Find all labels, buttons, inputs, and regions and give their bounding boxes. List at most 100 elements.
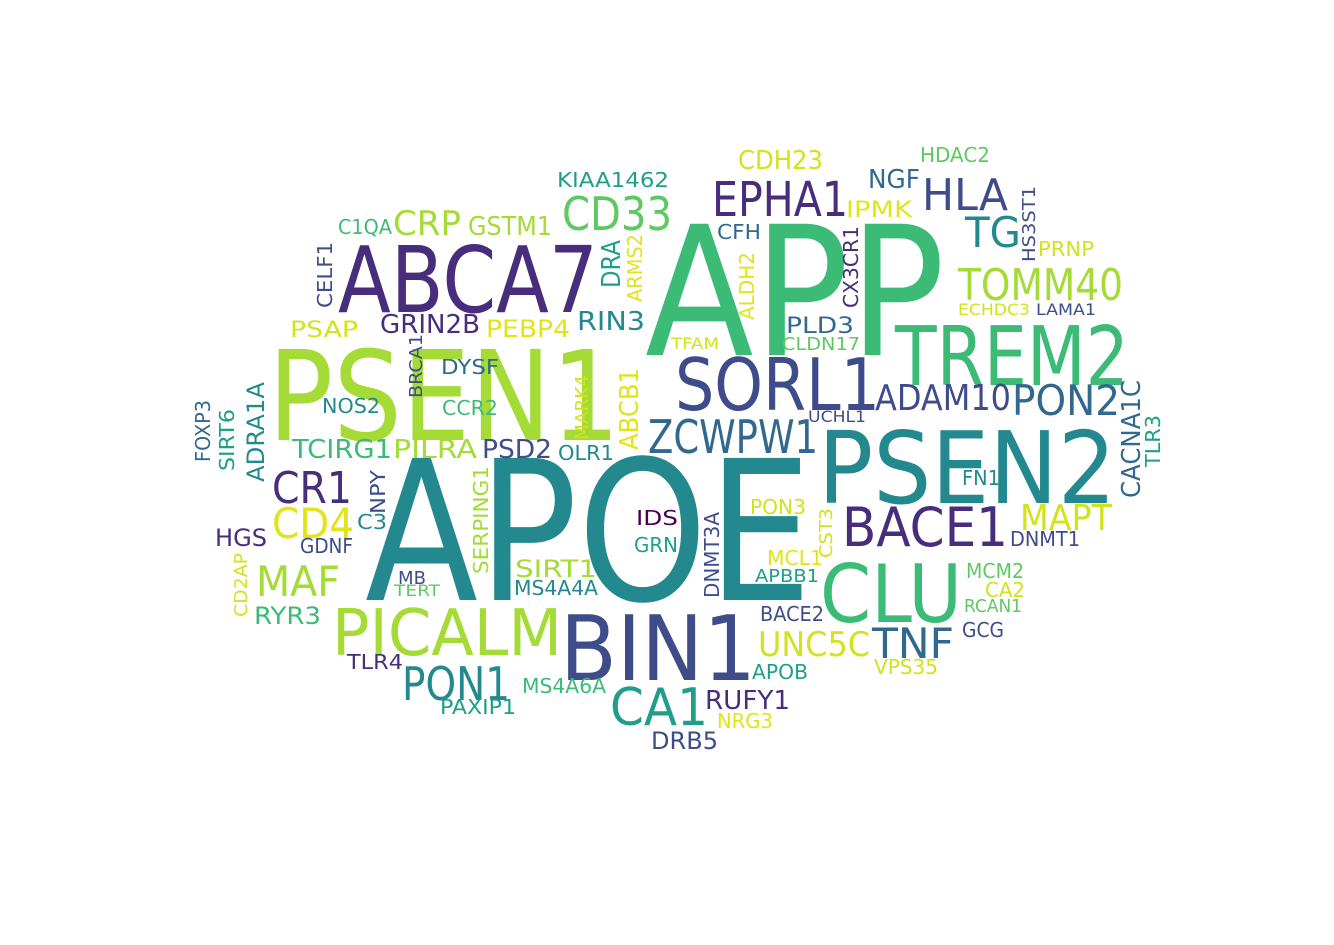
- word-mcm2: MCM2: [966, 559, 1024, 583]
- word-picalm: PICALM: [332, 597, 562, 671]
- word-sirt1: SIRT1: [515, 555, 597, 583]
- word-app: APP: [645, 189, 945, 398]
- word-prnp: PRNP: [1038, 237, 1094, 261]
- word-cr1: CR1: [272, 463, 352, 514]
- word-bace1: BACE1: [842, 496, 1008, 559]
- word-cd2ap: CD2AP: [231, 553, 252, 617]
- word-nrg3: NRG3: [717, 709, 773, 733]
- word-psen1: PSEN1: [268, 325, 620, 470]
- word-olr1: OLR1: [558, 441, 614, 465]
- word-dnmt1: DNMT1: [1010, 527, 1080, 551]
- word-cdh23: CDH23: [738, 146, 823, 176]
- word-apoe: APOE: [365, 419, 812, 646]
- word-ipmk: IPMK: [846, 198, 913, 223]
- word-clu: CLU: [820, 548, 962, 641]
- word-pld3: PLD3: [786, 314, 854, 339]
- word-pon2: PON2: [1012, 376, 1120, 425]
- word-tnf: TNF: [871, 619, 954, 668]
- word-ryr3: RYR3: [254, 602, 321, 630]
- word-hdac2: HDAC2: [920, 143, 990, 167]
- word-pon3: PON3: [750, 495, 806, 519]
- word-tfam: TFAM: [670, 334, 719, 353]
- word-grn: GRN: [634, 533, 678, 557]
- word-npy: NPY: [366, 469, 390, 514]
- word-paxip1: PAXIP1: [440, 695, 516, 719]
- word-ms4a6a: MS4A6A: [522, 674, 606, 698]
- word-tlr3: TLR3: [1141, 415, 1165, 468]
- word-serping1: SERPING1: [469, 466, 493, 574]
- word-apbb1: APBB1: [755, 566, 819, 587]
- word-lama1: LAMA1: [1036, 300, 1096, 319]
- word-c3: C3: [357, 510, 387, 534]
- word-dra: DRA: [597, 240, 627, 288]
- word-celf1: CELF1: [313, 242, 337, 308]
- word-fn1: FN1: [962, 466, 1000, 490]
- word-grin2b: GRIN2B: [380, 310, 480, 340]
- word-maf: MAF: [256, 557, 340, 606]
- word-arms2: ARMS2: [623, 234, 647, 302]
- word-echdc3: ECHDC3: [958, 300, 1030, 319]
- word-zcwpw1: ZCWPW1: [648, 410, 818, 464]
- word-mb: MB: [398, 568, 426, 589]
- word-ca1: CA1: [610, 678, 708, 738]
- word-tert: TERT: [393, 581, 440, 600]
- word-hgs: HGS: [215, 524, 267, 552]
- word-cd33: CD33: [562, 187, 672, 241]
- word-psap: PSAP: [290, 318, 358, 343]
- word-ccr2: CCR2: [442, 396, 498, 420]
- word-crp: CRP: [393, 204, 461, 244]
- word-aldh2: ALDH2: [735, 252, 759, 320]
- word-trem2: TREM2: [894, 310, 1129, 405]
- word-drb5: DRB5: [651, 727, 718, 755]
- word-nos2: NOS2: [322, 394, 380, 418]
- word-foxp3: FOXP3: [191, 400, 215, 462]
- word-cst3: CST3: [816, 508, 837, 558]
- word-brca1: BRCA1: [406, 334, 427, 398]
- word-mcl1: MCL1: [767, 546, 823, 570]
- word-adra1a: ADRA1A: [242, 381, 270, 482]
- word-adam10: ADAM10: [875, 378, 1011, 419]
- word-gcg: GCG: [962, 618, 1004, 642]
- word-tlr4: TLR4: [346, 650, 403, 674]
- word-pon1: PON1: [402, 657, 510, 711]
- word-mapt: MAPT: [1020, 498, 1113, 539]
- word-uchl1: UCHL1: [808, 407, 866, 426]
- word-cldn17: CLDN17: [782, 334, 860, 355]
- word-tomm40: TOMM40: [957, 260, 1123, 311]
- word-epha1: EPHA1: [712, 172, 848, 228]
- word-unc5c: UNC5C: [758, 625, 870, 665]
- word-sirt6: SIRT6: [215, 409, 239, 471]
- word-pebp4: PEBP4: [486, 315, 570, 343]
- word-cacna1c: CACNA1C: [1117, 380, 1147, 498]
- word-hs3st1: HS3ST1: [1019, 186, 1040, 262]
- word-ngf: NGF: [868, 165, 920, 195]
- word-sorl1: SORL1: [675, 343, 880, 427]
- word-cx3cr1: CX3CR1: [839, 226, 863, 308]
- word-mark4: MARK4: [572, 375, 593, 440]
- word-gstm1: GSTM1: [468, 212, 552, 242]
- word-vps35: VPS35: [874, 655, 938, 679]
- word-psen2: PSEN2: [818, 410, 1116, 527]
- word-gdnf: GDNF: [300, 534, 353, 558]
- word-ca2: CA2: [985, 578, 1025, 602]
- word-abca7: ABCA7: [338, 227, 598, 334]
- word-ids: IDS: [636, 506, 678, 530]
- word-hla: HLA: [922, 170, 1008, 221]
- word-rin3: RIN3: [577, 307, 645, 337]
- word-bin1: BIN1: [560, 597, 756, 702]
- word-kiaa1462: KIAA1462: [557, 168, 669, 192]
- word-pilra: PILRA: [393, 435, 477, 465]
- word-cd4: CD4: [272, 499, 354, 548]
- word-cfh: CFH: [717, 220, 761, 244]
- word-rcan1: RCAN1: [964, 596, 1022, 617]
- word-dysf: DYSF: [441, 355, 499, 379]
- word-c1qa: C1QA: [338, 215, 392, 239]
- word-tcirg1: TCIRG1: [291, 435, 392, 465]
- word-ms4a4a: MS4A4A: [514, 576, 598, 600]
- word-rufy1: RUFY1: [705, 686, 790, 716]
- word-dnmt3a: DNMT3A: [700, 512, 724, 598]
- word-tg: TG: [964, 208, 1021, 257]
- word-apob: APOB: [752, 660, 808, 684]
- word-psd2: PSD2: [482, 435, 552, 465]
